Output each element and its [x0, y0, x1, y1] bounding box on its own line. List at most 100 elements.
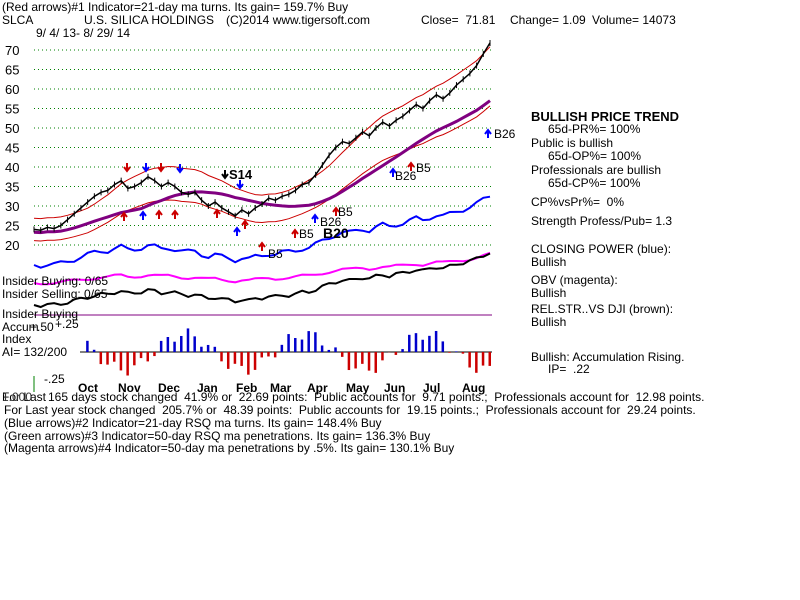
accum-bar — [327, 349, 331, 352]
signal-b5-apr: B5 — [338, 205, 353, 219]
footer-line5: (Magenta arrows)#4 Indicator=50-day ma p… — [4, 441, 455, 455]
footer-line1: 165 days stock changed 41.9% or 22.69 po… — [48, 390, 705, 404]
x-tick-labels: Oct Nov Dec Jan Feb Mar Apr May Jun Jul Aug — [78, 381, 485, 395]
accum-bar — [408, 334, 411, 352]
accum-bar — [193, 336, 196, 352]
accum-bar — [126, 352, 129, 376]
accum-bar — [280, 344, 284, 352]
accum-bar — [186, 328, 190, 352]
accum-bar — [475, 352, 478, 373]
x-tick-Dec: Dec — [158, 381, 180, 395]
signal-b5-feb: B5 — [268, 247, 283, 261]
company-name: U.S. SILICA HOLDINGS — [84, 13, 215, 27]
accum-bar — [86, 340, 89, 352]
accum-bar — [428, 335, 431, 352]
accum-minus25: -.25 — [44, 372, 65, 386]
insider-selling-label: Insider Selling: 0/65 — [2, 287, 108, 301]
indicator-1-line: (Red arrows)#1 Indicator=21-day ma turns… — [2, 0, 349, 14]
upper-band — [33, 46, 491, 220]
accum-bar — [139, 352, 143, 359]
footer-line1-prefix: For Last — [2, 390, 47, 404]
signal-arrow-up — [155, 209, 163, 219]
accum-bar — [267, 352, 270, 357]
accum-bar — [454, 351, 458, 352]
accum-bar — [374, 352, 377, 373]
index-label: Index — [2, 332, 32, 346]
signal-arrow-down — [123, 163, 131, 173]
signal-b20: B20 — [323, 225, 349, 241]
signal-arrow-up — [407, 161, 415, 171]
pro-title: Professionals are bullish — [531, 163, 662, 177]
accum-bar — [247, 352, 250, 375]
accum-bar — [106, 352, 109, 365]
signal-b5-mar: B5 — [299, 227, 314, 241]
x-tick-Jan: Jan — [197, 381, 218, 395]
obv-status: Bullish — [531, 286, 567, 300]
accum-bar — [99, 352, 103, 365]
pr-value: 65d-PR%= 100% — [548, 122, 641, 136]
relstr-status: Bullish — [531, 315, 567, 329]
accum-status: Bullish: Accumulation Rising. — [531, 350, 685, 364]
signal-b26-aug: B26 — [494, 127, 516, 141]
accum-bar — [320, 345, 324, 352]
signal-arrow-up — [311, 213, 319, 223]
accum-bar — [340, 352, 344, 357]
x-tick-Oct: Oct — [78, 381, 98, 395]
signal-arrow-down — [142, 163, 150, 173]
accum-bar — [240, 352, 243, 366]
closing-power-status: Bullish — [531, 255, 567, 269]
copyright: (C)2014 www.tigersoft.com — [226, 13, 371, 27]
signal-arrows — [120, 128, 492, 251]
y-tick-45: 45 — [5, 141, 19, 156]
x-tick-Jun: Jun — [384, 381, 405, 395]
accum-bar — [401, 349, 404, 352]
accum-bar — [468, 352, 471, 368]
accum-bar — [119, 352, 123, 371]
accum-bar — [414, 333, 418, 352]
signal-arrow-down — [236, 180, 244, 190]
accum-bar — [220, 352, 223, 362]
accum-bar — [381, 352, 384, 361]
ai-value: AI= 132/200 — [2, 345, 68, 359]
accum-bar — [226, 352, 230, 369]
accum-bar — [287, 334, 290, 352]
accum-bar — [334, 347, 337, 352]
accum-bar — [153, 352, 156, 357]
footer-line1-overlay: 1.000 — [2, 390, 33, 404]
accum-bar — [394, 352, 398, 355]
x-tick-Jul: Jul — [423, 381, 440, 395]
accum-bar — [300, 339, 304, 352]
relstr-label: REL.STR..VS DJI (brown): — [531, 302, 674, 316]
y-tick-labels: 70 65 60 55 50 45 40 35 30 25 20 — [5, 43, 19, 253]
ticker-symbol: SLCA — [2, 13, 34, 27]
signal-arrow-up — [213, 208, 221, 218]
trend-title: BULLISH PRICE TREND — [531, 109, 680, 124]
close-price: Close= 71.81 — [421, 13, 496, 27]
volume-value: Volume= 14073 — [592, 13, 676, 27]
public-title: Public is bullish — [531, 136, 614, 150]
signal-arrow-up — [241, 219, 249, 229]
closing-power-label: CLOSING POWER (blue): — [531, 242, 672, 256]
change-value: Change= 1.09 — [510, 13, 586, 27]
accum-bar — [92, 349, 96, 352]
signal-arrow-up — [139, 210, 147, 220]
y-tick-55: 55 — [5, 102, 19, 117]
signal-arrow-up — [484, 128, 492, 138]
obv-label: OBV (magenta): — [531, 273, 618, 287]
y-tick-40: 40 — [5, 160, 19, 175]
x-tick-Apr: Apr — [307, 381, 328, 395]
y-tick-70: 70 — [5, 43, 19, 58]
signal-arrow-up — [332, 206, 340, 216]
lower-band — [33, 105, 491, 242]
accum-label: Accum — [2, 320, 39, 334]
y-tick-35: 35 — [5, 180, 19, 195]
signal-s14: S14 — [229, 167, 253, 182]
signal-arrow-down — [176, 164, 184, 174]
accum-bar — [206, 344, 210, 352]
y-tick-50: 50 — [5, 121, 19, 136]
accum-bar — [173, 341, 176, 352]
x-tick-May: May — [346, 381, 370, 395]
signal-arrow-down — [221, 170, 229, 180]
signal-arrow-up — [233, 226, 241, 236]
